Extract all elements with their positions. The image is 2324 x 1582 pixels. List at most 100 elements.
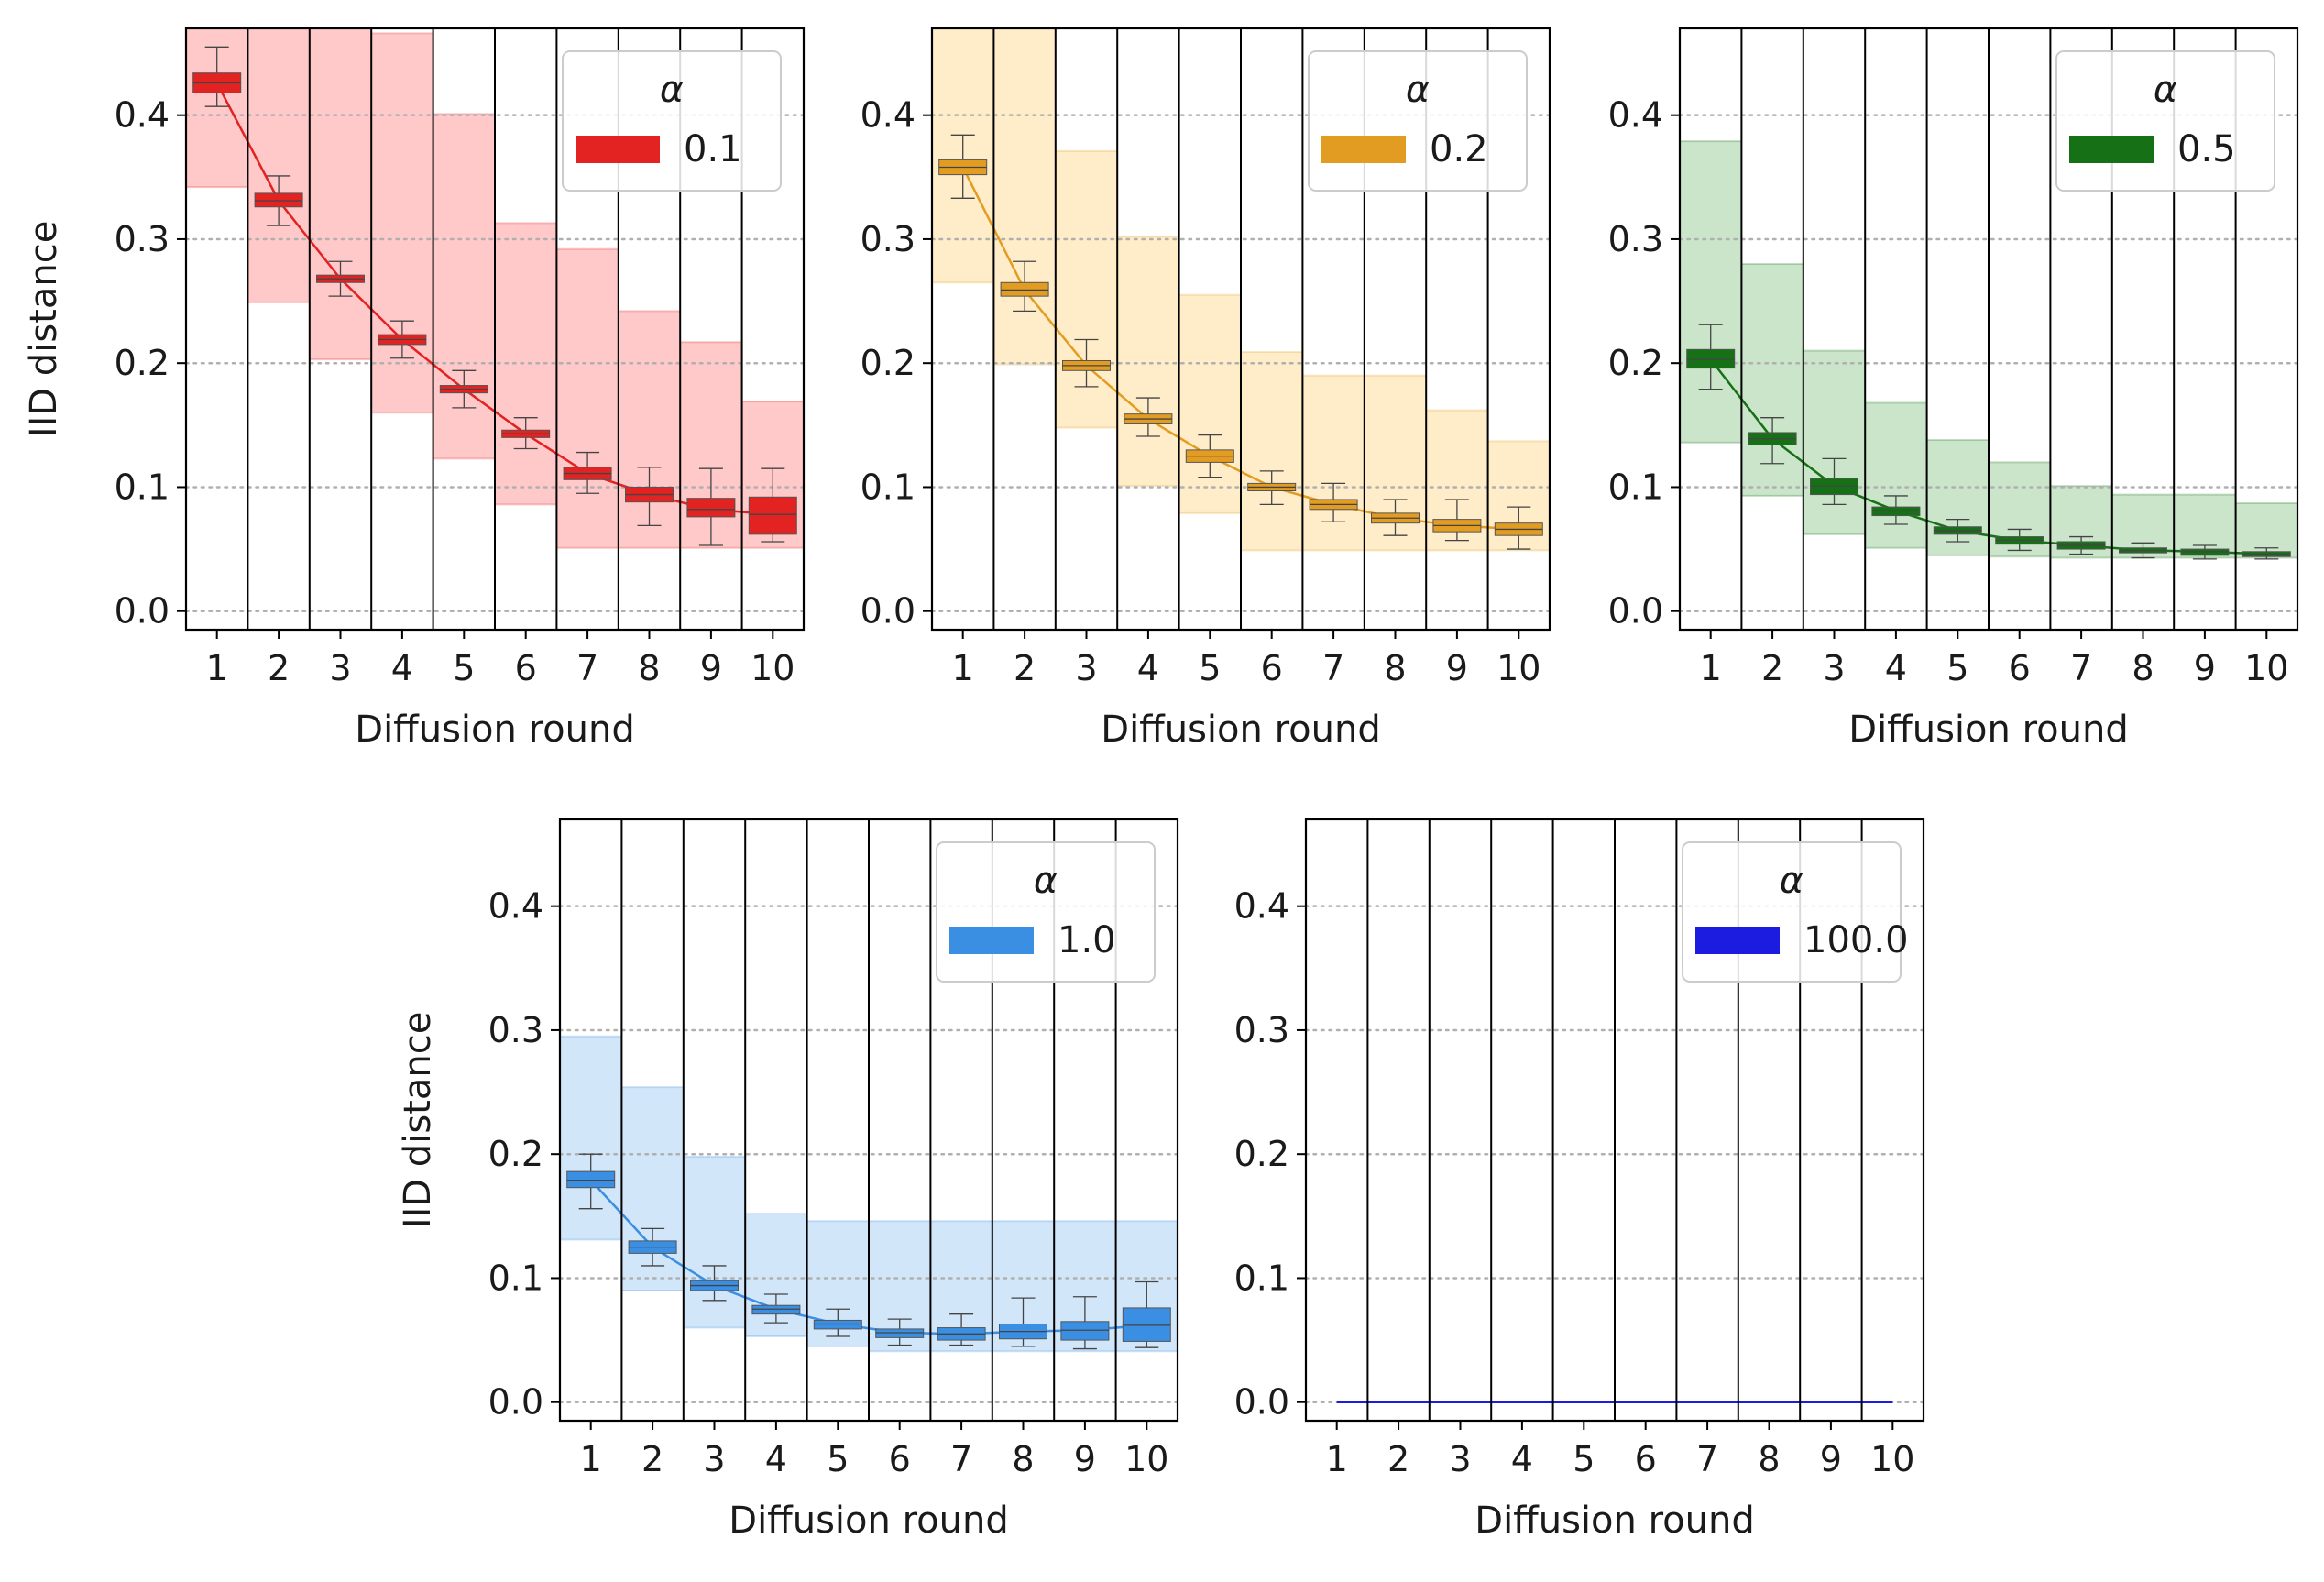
box: [1810, 478, 1858, 496]
legend-swatch: [949, 927, 1034, 954]
legend-label: 100.0: [1803, 919, 1909, 961]
legend-title: α: [2154, 69, 2177, 111]
x-tick-label: 5: [1946, 648, 1968, 688]
legend-title: α: [1034, 860, 1058, 902]
box: [1686, 348, 1736, 369]
x-tick-label: 10: [1124, 1439, 1168, 1479]
x-tick-label: 4: [765, 1439, 787, 1479]
box: [748, 496, 797, 535]
y-tick-label: 0.2: [115, 343, 170, 383]
y-tick-label: 0.1: [115, 467, 170, 507]
x-tick-label: 2: [268, 648, 290, 688]
box: [2180, 548, 2230, 556]
legend-title: α: [1406, 69, 1430, 111]
x-axis-label: Diffusion round: [1848, 709, 2128, 751]
y-tick-label: 0.3: [115, 219, 170, 259]
x-tick-label: 2: [1761, 648, 1783, 688]
range-band: [993, 28, 1056, 365]
x-tick-label: 9: [1820, 1439, 1842, 1479]
x-axis-label: Diffusion round: [355, 709, 634, 751]
x-tick-label: 8: [1758, 1439, 1780, 1479]
x-tick-label: 10: [751, 648, 795, 688]
y-axis-label: IID distance: [23, 221, 65, 438]
data-layer: [1680, 114, 2297, 612]
range-band: [1680, 141, 1742, 443]
range-band: [1302, 375, 1365, 551]
legend: α0.2: [1308, 50, 1528, 192]
x-tick-label: 5: [453, 648, 475, 688]
x-tick-label: 5: [1573, 1439, 1595, 1479]
x-tick-label: 7: [1696, 1439, 1718, 1479]
x-tick-label: 9: [1074, 1439, 1096, 1479]
legend: α0.5: [2055, 50, 2275, 192]
box: [1000, 281, 1049, 297]
box: [254, 192, 303, 208]
axes-frame: [1304, 818, 1925, 1423]
x-axis-label: Diffusion round: [1101, 709, 1380, 751]
x-tick-label: 1: [1700, 648, 1722, 688]
x-tick-label: 2: [641, 1439, 663, 1479]
box: [875, 1328, 925, 1338]
x-tick-label: 7: [2070, 648, 2092, 688]
x-tick-label: 9: [2194, 648, 2216, 688]
x-tick-label: 3: [329, 648, 351, 688]
x-axis-label: Diffusion round: [729, 1500, 1008, 1542]
legend-title: α: [1780, 860, 1803, 902]
legend-swatch: [576, 136, 660, 163]
panel-4: 0.0 0.1 0.2 0.3 0.4 1 2 3 4 5 6 7 8 9 10 Diffusion roun…: [1234, 818, 1925, 1542]
axes-frame: [184, 27, 806, 632]
x-tick-label: 9: [1446, 648, 1468, 688]
y-tick-label: 0.2: [1234, 1134, 1289, 1174]
range-band: [1865, 402, 1927, 548]
legend-title: α: [660, 69, 684, 111]
y-tick-label: 0.3: [488, 1010, 543, 1050]
axes-frame: [558, 818, 1179, 1423]
legend-swatch: [1321, 136, 1406, 163]
x-tick-label: 4: [391, 648, 413, 688]
x-tick-label: 5: [827, 1439, 849, 1479]
x-tick-label: 10: [1496, 648, 1540, 688]
y-tick-label: 0.0: [1608, 591, 1663, 632]
x-tick-label: 3: [1823, 648, 1845, 688]
range-band: [1241, 352, 1303, 551]
y-tick-label: 0.1: [1608, 467, 1663, 507]
y-tick-label: 0.1: [861, 467, 915, 507]
y-tick-label: 0.2: [1608, 343, 1663, 383]
box: [1871, 506, 1921, 517]
box: [751, 1304, 801, 1315]
range-band: [247, 28, 310, 302]
legend-label: 0.5: [2177, 128, 2236, 170]
x-tick-label: 7: [950, 1439, 972, 1479]
panel-0: 0.0 0.1 0.2 0.3 0.4 1 2 3 4 5 6 7 8 9 10 Diffusion roun…: [23, 27, 806, 751]
y-tick-label: 0.4: [861, 95, 915, 136]
x-tick-label: 9: [700, 648, 722, 688]
box: [1122, 1307, 1171, 1342]
x-tick-label: 3: [1075, 648, 1097, 688]
range-band: [1117, 236, 1179, 487]
x-tick-label: 6: [2009, 648, 2031, 688]
y-tick-label: 0.3: [1608, 219, 1663, 259]
y-axis-label: IID distance: [397, 1012, 439, 1229]
y-tick-label: 0.2: [488, 1134, 543, 1174]
y-tick-label: 0.4: [115, 95, 170, 136]
legend-label: 0.1: [684, 128, 742, 170]
x-tick-label: 10: [2244, 648, 2288, 688]
x-tick-label: 7: [1322, 648, 1344, 688]
x-tick-label: 10: [1870, 1439, 1914, 1479]
x-tick-label: 5: [1199, 648, 1221, 688]
x-axis-label: Diffusion round: [1474, 1500, 1754, 1542]
data-layer: [186, 28, 804, 612]
y-tick-label: 0.2: [861, 343, 915, 383]
panel-2: 0.0 0.1 0.2 0.3 0.4 1 2 3 4 5 6 7 8 9 10 Diffusion roun…: [1608, 27, 2299, 751]
x-tick-label: 8: [2132, 648, 2154, 688]
x-tick-label: 1: [952, 648, 974, 688]
range-band: [1803, 350, 1866, 534]
x-tick-label: 2: [1014, 648, 1036, 688]
axes-frame: [1678, 27, 2299, 632]
legend: α0.1: [562, 50, 782, 192]
panel-3: 0.0 0.1 0.2 0.3 0.4 1 2 3 4 5 6 7 8 9 10 Diffusion roun…: [397, 818, 1179, 1542]
y-tick-label: 0.1: [1234, 1258, 1289, 1298]
axes-frame: [930, 27, 1551, 632]
y-tick-label: 0.4: [1234, 886, 1289, 927]
